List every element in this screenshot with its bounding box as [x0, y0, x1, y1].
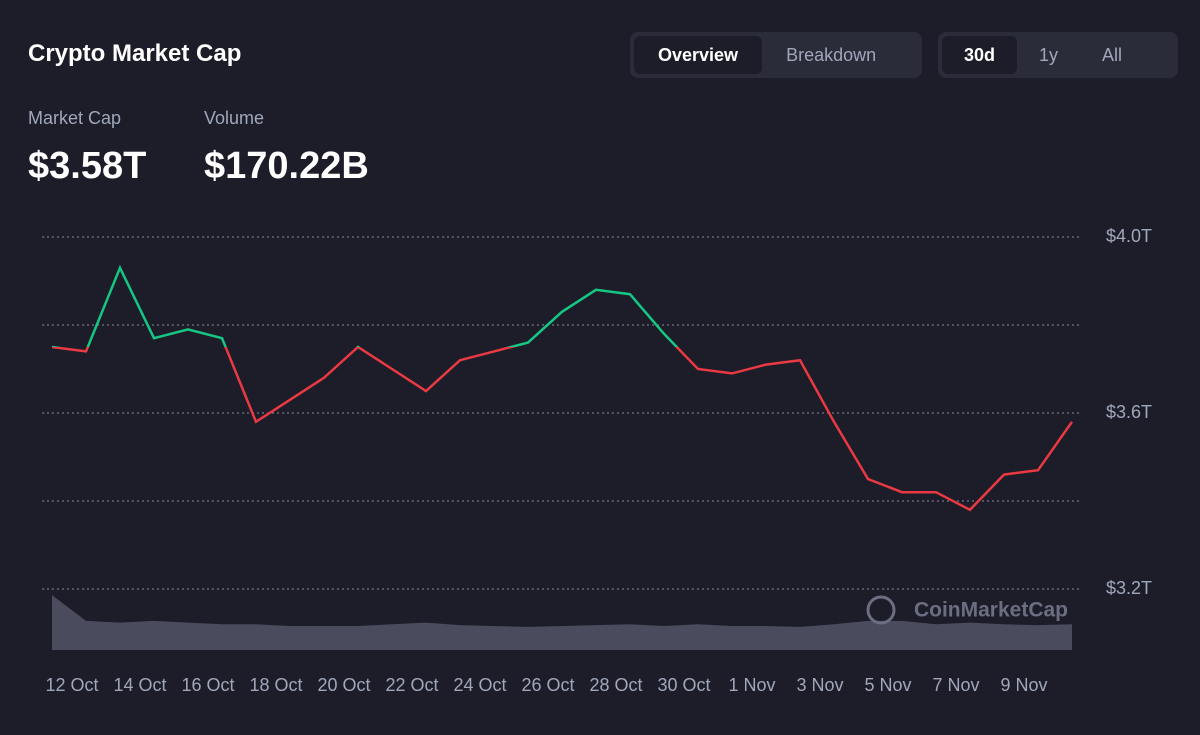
range[interactable]: 30d: [942, 36, 1018, 74]
stat-value: $170.22B: [204, 145, 369, 187]
x-tick-label: 12 Oct: [45, 675, 98, 695]
x-tick-label: 9 Nov: [1000, 675, 1047, 695]
volume-area: [52, 595, 1072, 650]
y-tick-label: $3.6T: [1106, 402, 1152, 422]
x-tick-label: 28 Oct: [589, 675, 642, 695]
stat: Market Cap $3.58T: [28, 108, 146, 188]
y-tick-label: $3.2T: [1106, 578, 1152, 598]
x-tick-label: 30 Oct: [657, 675, 710, 695]
y-tick-label: $4.0T: [1106, 226, 1152, 246]
watermark-logo: [866, 595, 896, 625]
range[interactable]: All: [1102, 45, 1123, 65]
line-up: [52, 264, 679, 347]
x-tick-label: 24 Oct: [453, 675, 506, 695]
title: Crypto Market Cap: [28, 40, 242, 67]
x-tick-label: 22 Oct: [385, 675, 438, 695]
view-tabs: Overview Breakdown: [630, 32, 922, 78]
range[interactable]: 1y: [1039, 45, 1059, 65]
x-tick-label: 5 Nov: [864, 675, 911, 695]
watermark: CoinMarketCap: [914, 599, 1068, 622]
stat-label: Volume: [204, 108, 265, 128]
x-tick-label: 3 Nov: [796, 675, 843, 695]
stat-value: $3.58T: [28, 145, 147, 187]
range-tabs: 30d 1y All: [938, 32, 1178, 78]
tab[interactable]: Overview: [634, 36, 763, 74]
x-tick-label: 20 Oct: [317, 675, 370, 695]
tab[interactable]: Breakdown: [786, 45, 877, 65]
line-down: [51, 347, 1074, 512]
x-tick-label: 18 Oct: [249, 675, 302, 695]
x-tick-label: 1 Nov: [728, 675, 775, 695]
x-tick-label: 7 Nov: [932, 675, 979, 695]
x-tick-label: 14 Oct: [113, 675, 166, 695]
stat-label: Market Cap: [28, 108, 122, 128]
x-tick-label: 26 Oct: [521, 675, 574, 695]
x-tick-label: 16 Oct: [181, 675, 234, 695]
stat: Volume $170.22B: [204, 108, 369, 188]
